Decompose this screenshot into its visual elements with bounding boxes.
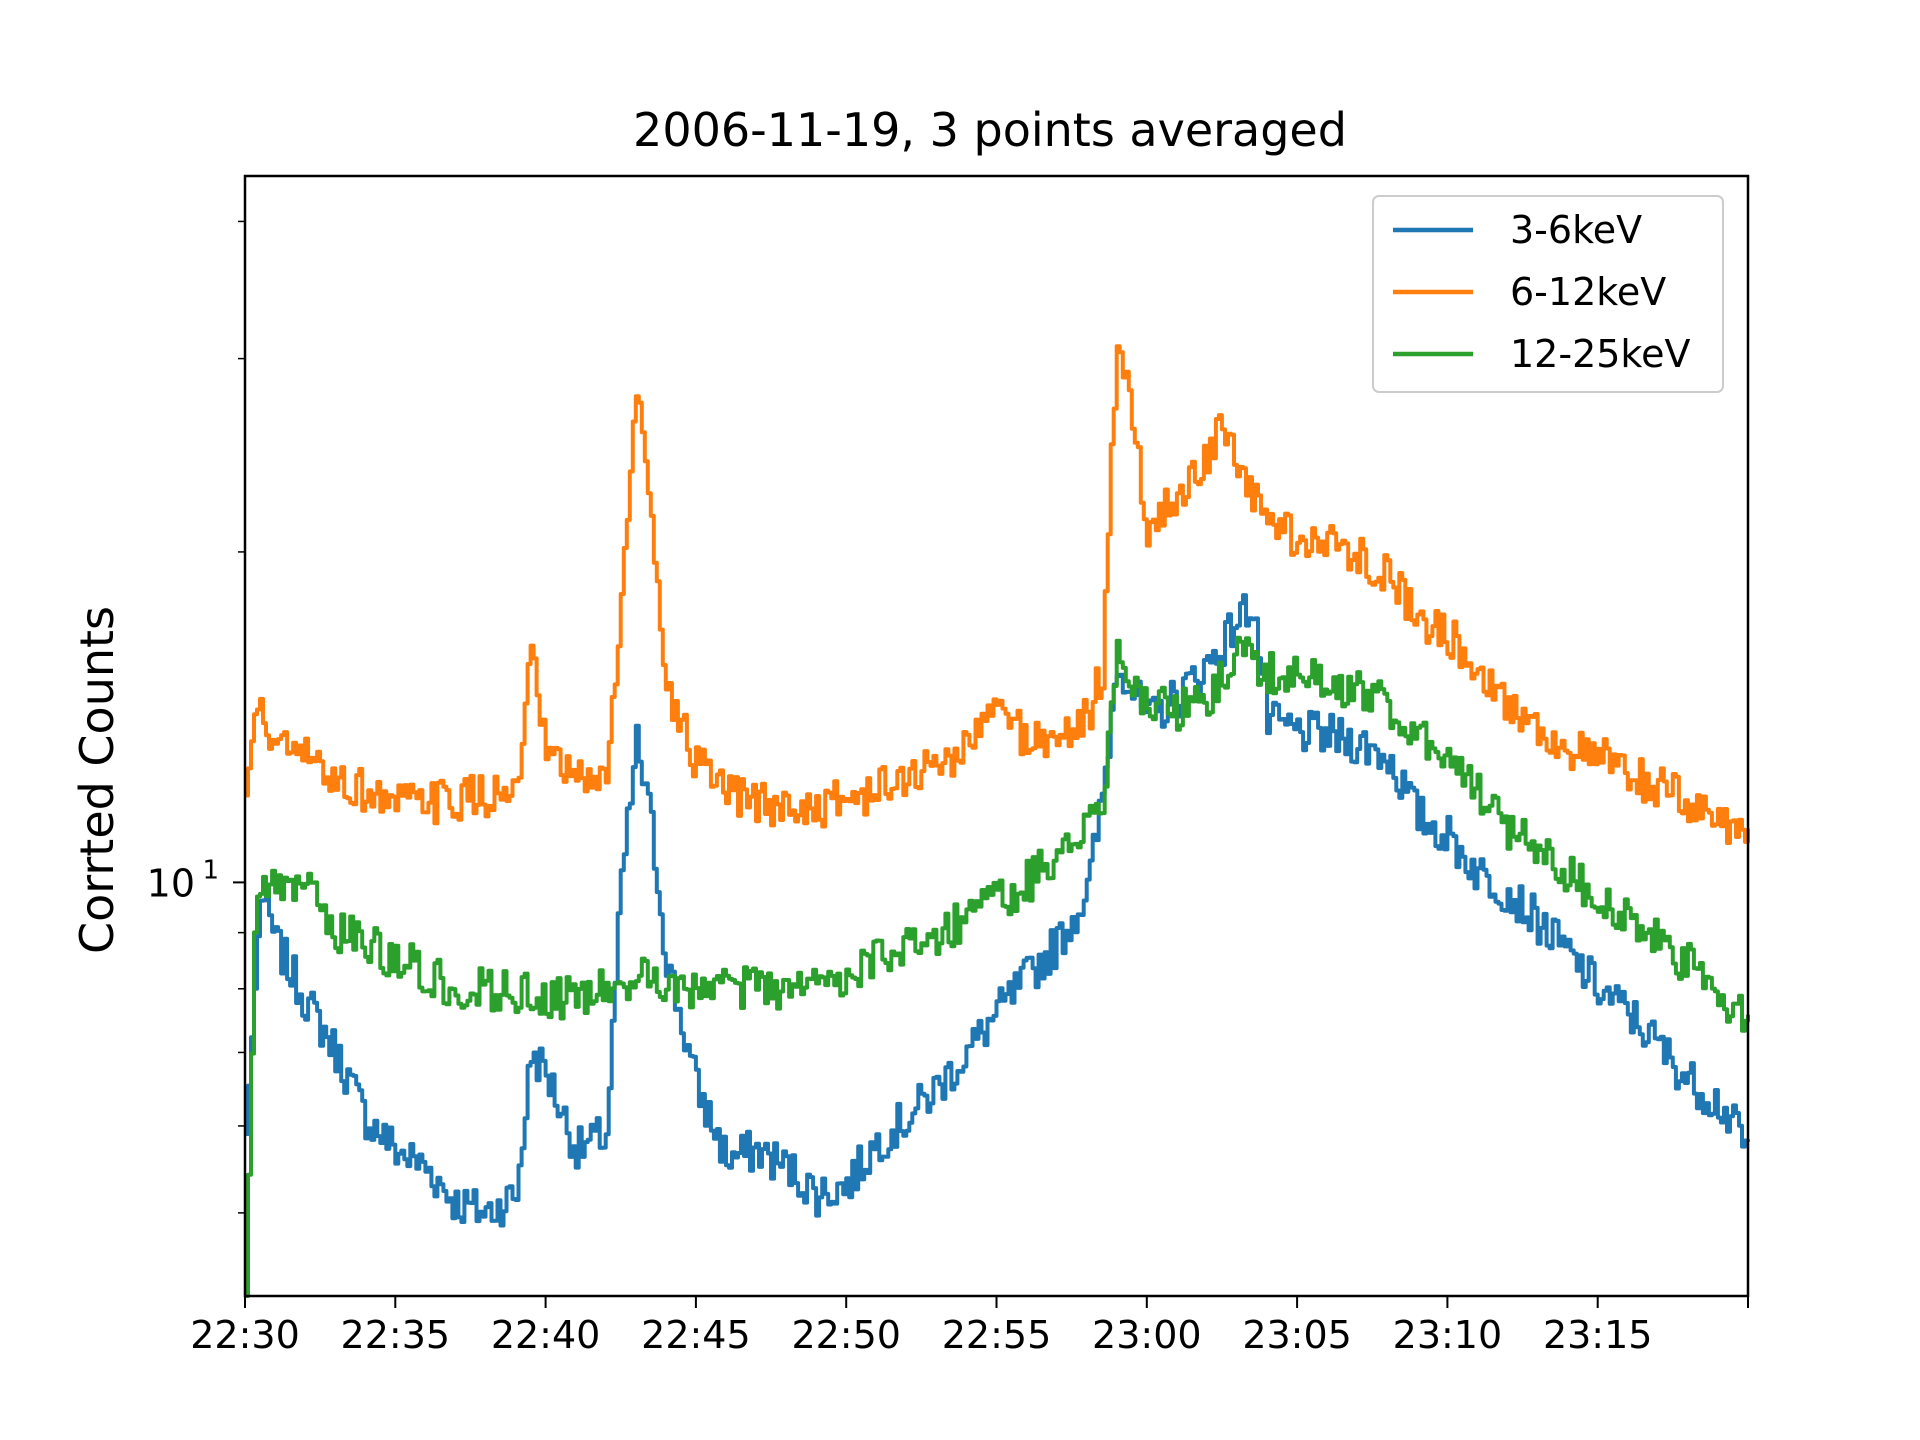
chart-title: 2006-11-19, 3 points averaged bbox=[633, 103, 1347, 157]
x-tick-label: 22:40 bbox=[491, 1313, 601, 1357]
y-axis: 10 1 bbox=[147, 220, 245, 1214]
legend-label: 6-12keV bbox=[1510, 270, 1666, 314]
legend-label: 12-25keV bbox=[1510, 332, 1690, 376]
x-tick-label: 23:10 bbox=[1393, 1313, 1503, 1357]
series-line-3-6keV bbox=[245, 593, 1750, 1228]
x-tick-label: 23:15 bbox=[1543, 1313, 1653, 1357]
series-line-12-25keV bbox=[245, 635, 1750, 1298]
y-tick-exponent: 1 bbox=[202, 855, 219, 885]
x-tick-label: 22:45 bbox=[641, 1313, 751, 1357]
legend-label: 3-6keV bbox=[1510, 208, 1642, 252]
x-tick-label: 23:00 bbox=[1092, 1313, 1202, 1357]
x-tick-label: 23:05 bbox=[1242, 1313, 1352, 1357]
legend-box bbox=[1372, 195, 1724, 393]
x-tick-label: 22:30 bbox=[190, 1313, 300, 1357]
y-tick-label: 10 bbox=[147, 861, 195, 905]
x-axis: 22:30 22:35 22:40 22:45 22:50 22:55 23:00 23:05… bbox=[190, 1296, 1749, 1357]
series-layer bbox=[245, 344, 1750, 1298]
y-axis-label: Corrted Counts bbox=[70, 606, 124, 954]
legend: 3-6keV 6-12keV 12-25keV bbox=[1372, 195, 1724, 393]
series-line-6-12keV bbox=[245, 344, 1750, 845]
plot-frame bbox=[243, 174, 1750, 1298]
x-tick-label: 22:50 bbox=[791, 1313, 901, 1357]
x-tick-label: 22:55 bbox=[942, 1313, 1052, 1357]
x-tick-label: 22:35 bbox=[341, 1313, 451, 1357]
